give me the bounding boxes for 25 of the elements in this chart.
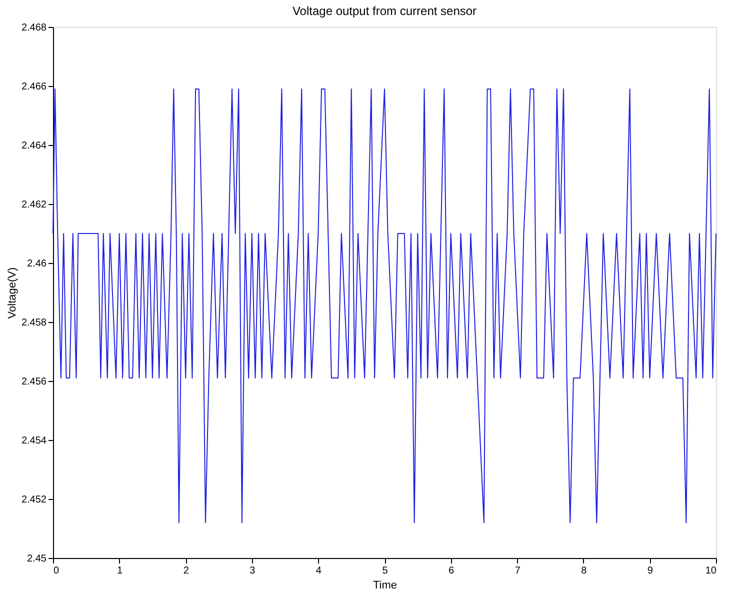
line-series xyxy=(52,88,716,524)
y-tick-label: 2.462 xyxy=(21,200,47,210)
x-tick-label: 5 xyxy=(382,566,388,576)
x-tick-label: 2 xyxy=(183,566,190,576)
y-tick-label: 2.468 xyxy=(21,22,47,34)
x-tick-label: 8 xyxy=(581,566,588,576)
x-tick-label: 9 xyxy=(647,566,654,576)
x-tick-label: 6 xyxy=(448,566,455,576)
chart-title: Voltage output from current sensor xyxy=(292,4,477,18)
x-tick-label: 10 xyxy=(705,566,717,576)
y-tick-label: 2.464 xyxy=(21,140,47,152)
y-tick-label: 2.466 xyxy=(21,82,47,92)
x-tick-label: 4 xyxy=(316,566,322,576)
x-tick-label: 1 xyxy=(117,566,124,576)
y-tick-label: 2.458 xyxy=(21,318,47,328)
y-tick-label: 2.456 xyxy=(21,376,47,388)
x-tick-label: 3 xyxy=(250,566,256,576)
y-tick-label: 2.45 xyxy=(27,554,47,564)
x-tick-label: 0 xyxy=(54,566,60,576)
x-axis-title: Time xyxy=(372,580,398,592)
y-tick-label: 2.452 xyxy=(21,494,47,506)
y-tick-label: 2.46 xyxy=(27,258,47,270)
y-tick-label: 2.454 xyxy=(21,436,47,446)
y-axis-title: Voltage(V) xyxy=(6,267,18,319)
x-tick-label: 7 xyxy=(514,566,521,576)
